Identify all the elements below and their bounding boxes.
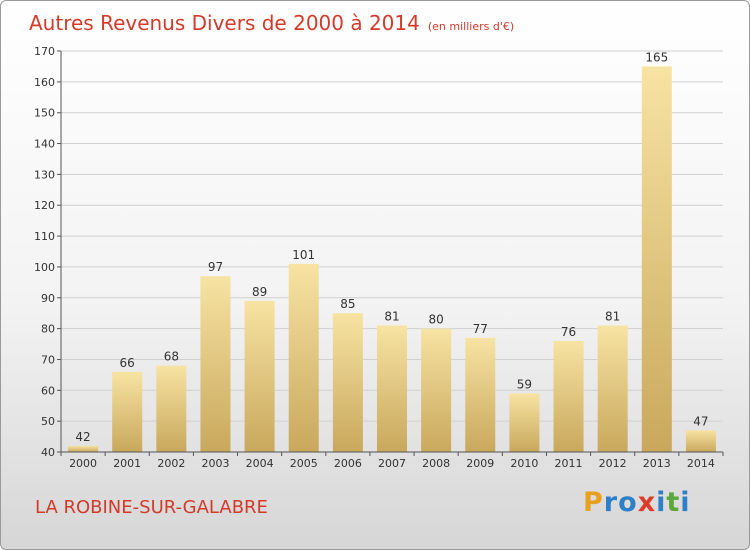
bar: [376, 325, 408, 452]
data-label: 66: [120, 356, 135, 370]
y-tick-label: 120: [34, 199, 55, 212]
x-tick-label: 2010: [510, 457, 538, 470]
bar: [465, 337, 496, 452]
x-tick-label: 2012: [599, 457, 627, 470]
chart-unit: (en milliers d'€): [427, 20, 515, 33]
logo-letter: P: [583, 487, 604, 518]
bar: [332, 313, 363, 452]
x-tick-label: 2011: [555, 457, 583, 470]
x-tick-label: 2006: [334, 457, 362, 470]
data-label: 85: [340, 297, 355, 311]
bar: [685, 430, 716, 452]
bar-layer: 42 66 68 97 89 101 85 81 80 77 59 76 81 165 47: [68, 50, 716, 452]
logo-letter: i: [656, 487, 667, 518]
x-tick-label: 2002: [157, 457, 185, 470]
y-tick-label: 100: [34, 261, 55, 274]
y-tick-label: 70: [41, 353, 55, 366]
y-tick-label: 110: [34, 230, 55, 243]
data-label: 59: [517, 377, 532, 391]
proxiti-logo: Proxiti: [583, 487, 691, 518]
x-tick-label: 2008: [422, 457, 450, 470]
y-tick-label: 160: [34, 76, 55, 89]
x-tick-label: 2003: [201, 457, 229, 470]
bar: [288, 263, 319, 452]
bar: [244, 300, 275, 452]
y-tick-label: 130: [34, 168, 55, 181]
y-tick-label: 90: [41, 292, 55, 305]
y-tick-label: 150: [34, 107, 55, 120]
x-tick-label: 2013: [643, 457, 671, 470]
logo-letter: o: [618, 487, 638, 518]
x-tick-label: 2004: [246, 457, 274, 470]
y-tick-label: 140: [34, 138, 55, 151]
bar: [553, 340, 584, 452]
data-label: 97: [208, 260, 223, 274]
y-tick-label: 40: [41, 446, 55, 459]
data-label: 68: [164, 350, 179, 364]
data-label: 165: [645, 50, 668, 64]
title-line: Autres Revenus Divers de 2000 à 2014 (en …: [29, 11, 514, 35]
bar: [68, 445, 99, 452]
data-label: 81: [384, 310, 399, 324]
axis-layer: 40 50 60 70 80 90 100 110 120 130 140 150 160 170 2000…: [34, 45, 724, 470]
bar: [112, 371, 143, 452]
chart-title: Autres Revenus Divers de 2000 à 2014: [29, 11, 420, 35]
bar: [509, 393, 540, 452]
logo-letter: t: [666, 487, 681, 518]
y-tick-label: 80: [41, 323, 55, 336]
commune-name: LA ROBINE-SUR-GALABRE: [35, 497, 268, 518]
x-tick-label: 2001: [113, 457, 141, 470]
data-label: 76: [561, 325, 576, 339]
x-tick-label: 2014: [687, 457, 715, 470]
bar: [421, 328, 452, 452]
data-label: 42: [75, 430, 90, 444]
data-label: 81: [605, 310, 620, 324]
logo-letter: x: [637, 487, 657, 518]
x-tick-label: 2000: [69, 457, 97, 470]
bar: [156, 365, 187, 452]
x-tick-label: 2005: [290, 457, 318, 470]
data-label: 89: [252, 285, 267, 299]
y-tick-label: 50: [41, 415, 55, 428]
y-tick-label: 60: [41, 384, 55, 397]
data-label: 101: [292, 248, 315, 262]
logo-letter: r: [603, 487, 619, 518]
bar: [597, 325, 628, 452]
x-tick-label: 2009: [466, 457, 494, 470]
data-label: 47: [693, 414, 708, 428]
y-tick-label: 170: [34, 45, 55, 58]
bar: [641, 66, 672, 452]
logo-letter: i: [680, 487, 691, 518]
bar: [200, 276, 231, 452]
data-label: 80: [428, 313, 443, 327]
data-label: 77: [473, 322, 488, 336]
x-tick-label: 2007: [378, 457, 406, 470]
